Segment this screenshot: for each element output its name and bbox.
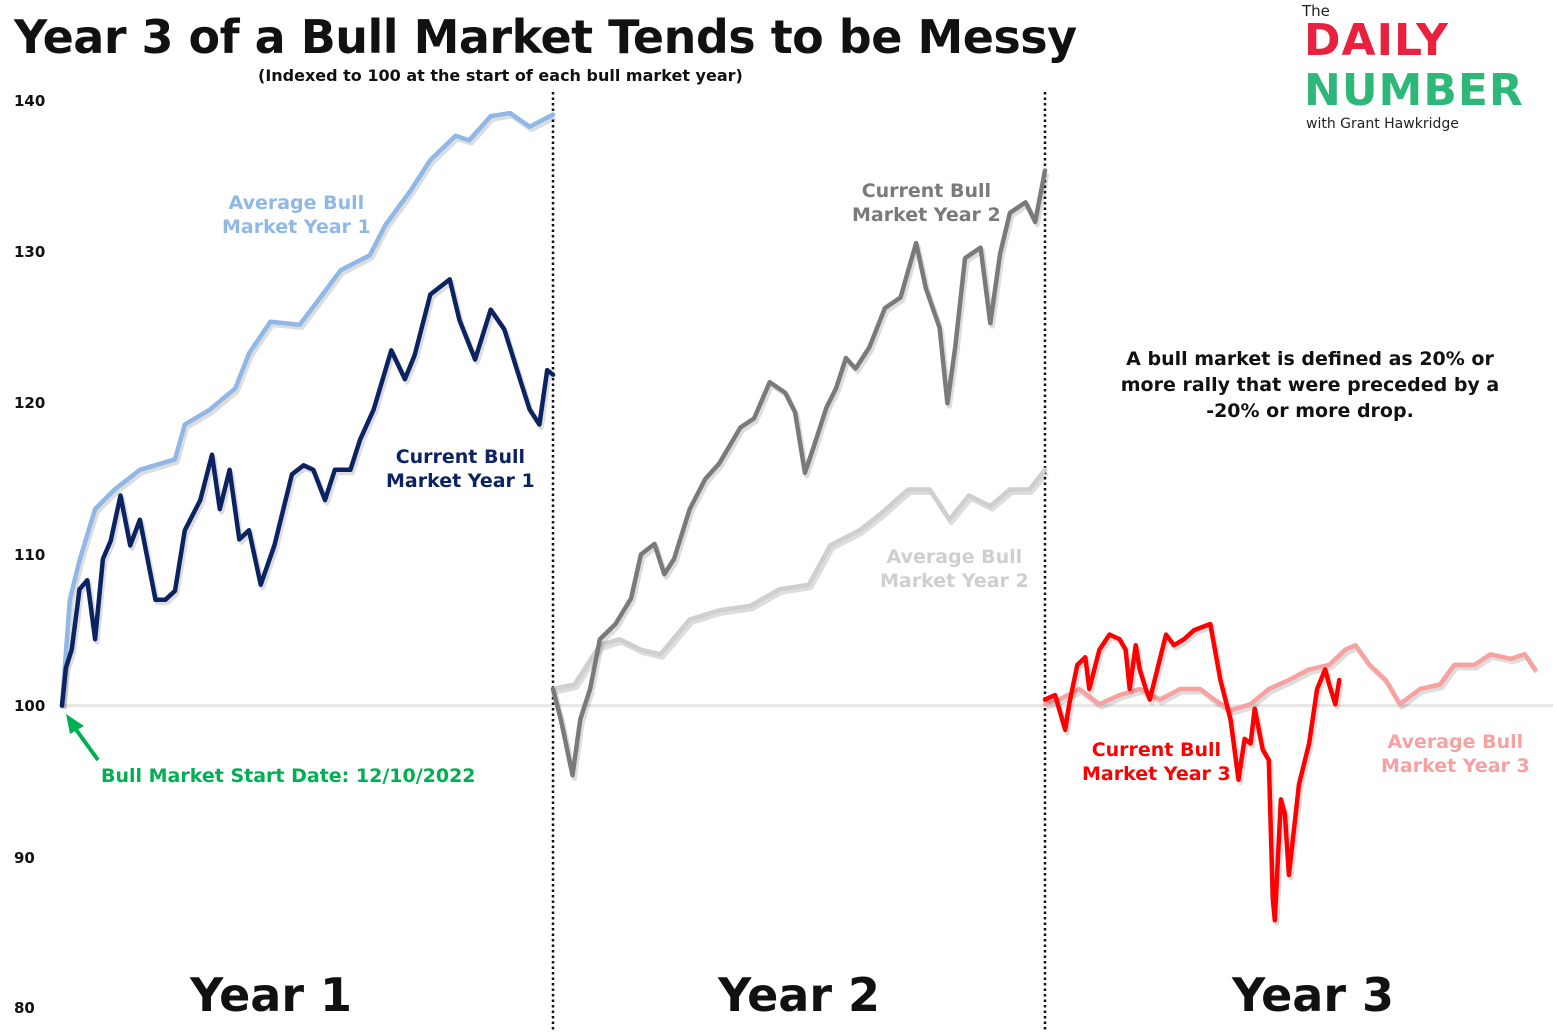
grid-layer (62, 92, 1553, 1030)
label-line: Current Bull (1091, 739, 1222, 761)
series-label-current-y2: Current Bull Market Year 2 (852, 179, 1001, 227)
label-line: Average Bull (1387, 731, 1524, 753)
series-line-average-y2 (550, 467, 1048, 692)
logo-byline: with Grant Hawkridge (1306, 116, 1459, 132)
label-line: Average Bull (886, 546, 1023, 568)
series-label-current-y3: Current Bull Market Year 3 (1082, 738, 1231, 786)
series-label-average-y2: Average Bull Market Year 2 (880, 545, 1029, 593)
label-line: Average Bull (228, 192, 365, 214)
series-shadow (1046, 645, 1539, 716)
label-line: Market Year 3 (1381, 755, 1530, 777)
series-label-average-y3: Average Bull Market Year 3 (1381, 730, 1530, 778)
y-tick-label: 100 (14, 697, 46, 715)
series-layer (59, 110, 1539, 926)
logo-daily: DAILY (1304, 15, 1449, 66)
label-line: Market Year 2 (852, 204, 1001, 226)
label-line: Market Year 3 (1082, 763, 1231, 785)
y-tick-label: 130 (14, 243, 46, 261)
start-date-annotation: Bull Market Start Date: 12/10/2022 (101, 765, 476, 787)
label-line: Market Year 2 (880, 570, 1029, 592)
label-line: Current Bull (861, 180, 992, 202)
series-shadow (552, 173, 1050, 781)
series-line-average-y3 (1042, 642, 1538, 713)
series-line-current-y1 (59, 277, 556, 708)
y-tick-label: 80 (14, 999, 35, 1017)
y-tick-label: 110 (14, 546, 46, 564)
series-line-current-y2 (550, 168, 1048, 778)
label-line: Market Year 1 (222, 216, 371, 238)
daily-number-logo: The DAILY NUMBER with Grant Hawkridge (1300, 2, 1555, 137)
y-tick-label: 90 (14, 849, 35, 867)
panel-label-year-1: Year 1 (190, 968, 353, 1022)
start-arrow (66, 714, 100, 762)
label-line: Current Bull (395, 446, 526, 468)
start-arrow-head (66, 714, 84, 734)
label-line: Market Year 1 (386, 470, 535, 492)
series-line-current-y3 (1042, 621, 1342, 923)
panel-label-year-3: Year 3 (1232, 968, 1395, 1022)
series-line-average-y1 (59, 110, 556, 708)
panel-label-year-2: Year 2 (718, 968, 881, 1022)
logo-number: NUMBER (1304, 65, 1524, 116)
series-shadow (61, 113, 557, 709)
y-tick-label: 140 (14, 92, 46, 110)
y-tick-label: 120 (14, 394, 46, 412)
series-label-average-y1: Average Bull Market Year 1 (222, 191, 371, 239)
series-label-current-y1: Current Bull Market Year 1 (386, 445, 535, 493)
logo-the: The (1302, 2, 1330, 20)
chart-title: Year 3 of a Bull Market Tends to be Mess… (14, 10, 1077, 64)
definition-note: A bull market is defined as 20% or more … (1120, 348, 1500, 422)
chart-subtitle: (Indexed to 100 at the start of each bul… (258, 66, 743, 85)
